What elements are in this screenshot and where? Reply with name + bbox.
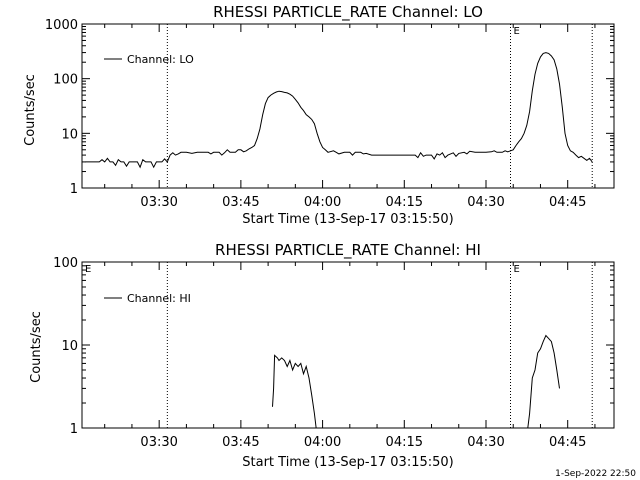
panel-lo: RHESSI PARTICLE_RATE Channel: LO Counts/… bbox=[23, 3, 615, 227]
x-tick-label: 04:45 bbox=[549, 195, 586, 210]
panel-lo-legend-label: Channel: LO bbox=[127, 53, 194, 66]
panel-hi-xlabel: Start Time (13-Sep-17 03:15:50) bbox=[242, 455, 453, 470]
y-tick-label: 100 bbox=[53, 73, 78, 88]
panel-hi-ylabel: Counts/sec bbox=[29, 311, 44, 383]
x-tick-label: 03:45 bbox=[222, 435, 259, 450]
x-tick-label: 03:45 bbox=[222, 195, 259, 210]
x-tick-label: 04:00 bbox=[304, 195, 341, 210]
panel-lo-xlabel: Start Time (13-Sep-17 03:15:50) bbox=[242, 212, 453, 227]
panel-lo-plot-frame: 1 10 100 1000 03:30 03:45 04:00 04:15 04:30 04:45 bbox=[45, 18, 615, 210]
x-tick-label: 03:30 bbox=[140, 435, 177, 450]
y-tick-label: 1 bbox=[70, 182, 78, 197]
plot-frame-box bbox=[81, 23, 615, 189]
x-tick-label: 04:30 bbox=[467, 435, 504, 450]
series-line bbox=[85, 52, 593, 169]
panel-hi: RHESSI PARTICLE_RATE Channel: HI Counts/… bbox=[29, 241, 615, 470]
x-tick-label: 04:15 bbox=[386, 195, 423, 210]
panel-hi-title: RHESSI PARTICLE_RATE Channel: HI bbox=[215, 241, 481, 260]
x-tick-label: 04:00 bbox=[304, 435, 341, 450]
panel-lo-legend: Channel: LO bbox=[104, 53, 194, 66]
x-tick-label: 03:30 bbox=[140, 195, 177, 210]
y-tick-label: 1 bbox=[70, 422, 78, 437]
x-tick-label: 04:15 bbox=[386, 435, 423, 450]
series-line bbox=[272, 354, 317, 428]
y-tick-label: 1000 bbox=[45, 18, 78, 33]
panel-hi-legend-label: Channel: HI bbox=[127, 292, 191, 305]
panel-lo-ylabel: Counts/sec bbox=[23, 74, 38, 146]
y-tick-label: 10 bbox=[61, 127, 78, 142]
panel-lo-title: RHESSI PARTICLE_RATE Channel: LO bbox=[213, 3, 483, 22]
x-tick-label: 04:45 bbox=[549, 435, 586, 450]
panel-lo-marks: E bbox=[85, 24, 593, 188]
event-marker-label: E bbox=[85, 264, 91, 275]
event-marker-label: E bbox=[514, 26, 520, 37]
plot-frame-box bbox=[81, 261, 615, 429]
y-tick-label: 10 bbox=[61, 339, 78, 354]
event-marker-label: E bbox=[514, 264, 520, 275]
x-tick-label: 04:30 bbox=[467, 195, 504, 210]
panel-hi-plot-frame: 1 10 100 03:30 03:45 04:00 04:15 04:30 04:45 bbox=[53, 256, 615, 450]
y-tick-label: 100 bbox=[53, 256, 78, 271]
footer-timestamp: 1-Sep-2022 22:50 bbox=[555, 469, 636, 479]
panel-hi-legend: Channel: HI bbox=[104, 292, 191, 305]
series-line bbox=[527, 334, 560, 428]
